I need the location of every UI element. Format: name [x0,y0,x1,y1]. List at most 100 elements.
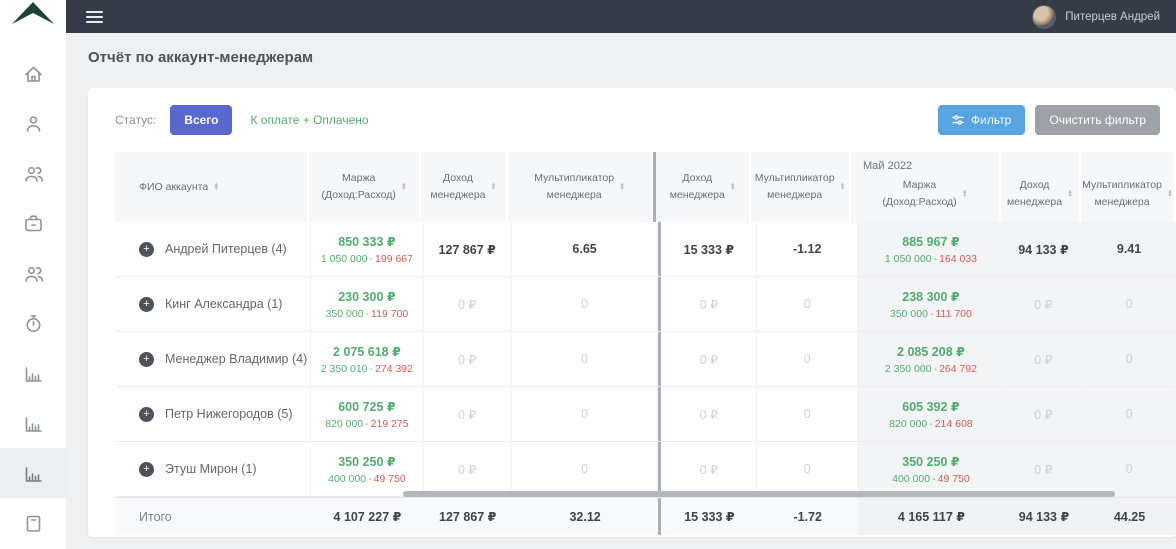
app-logo-icon[interactable] [8,0,58,26]
users-icon [24,266,43,282]
mult-prev-cell: 0 [757,442,859,496]
sort-icon[interactable]: ▲ ▼ [213,182,220,192]
topbar: Питерцев Андрей [66,0,1176,33]
footer-may-mult: 44.25 [1083,498,1176,535]
may-mult-cell: 0 [1083,442,1176,496]
sidebar-item-projects[interactable] [0,198,66,248]
frozen-column-divider [658,498,662,535]
report-icon [26,515,40,532]
stopwatch-icon [26,314,40,332]
sort-icon[interactable]: ▲ ▼ [1067,189,1074,199]
footer-may-margin: 4 165 117 ₽ [858,498,1005,535]
user-menu[interactable]: Питерцев Андрей [1032,4,1160,29]
col-header-may-income[interactable]: Доход менеджера ▲ ▼ [1001,152,1081,222]
expand-row-icon[interactable]: + [139,241,154,257]
income-prev-cell: 0 ₽ [661,332,758,386]
sort-icon[interactable]: ▲ ▼ [839,182,846,192]
sort-icon[interactable]: ▲ ▼ [400,182,407,192]
footer-mult-prev: -1.72 [793,509,822,524]
menu-toggle-icon[interactable] [86,10,103,23]
may-2022-label: Май 2022 [863,160,913,172]
col-header-income[interactable]: Доход менеджера ▲ ▼ [420,152,509,222]
filter-row: Статус: Всего К оплате + Оплачено Фильтр… [88,88,1176,152]
col-header-may-mult[interactable]: Мультипликатор менеджера ▲ ▼ [1081,152,1176,222]
col-header-may-margin[interactable]: Маржа (Доход:Расход) ▲ ▼ [851,152,1001,222]
may-margin-cell: 885 967 ₽ 1 050 000-164 033 [858,222,1005,276]
income-cell: 0 ₽ [424,387,512,441]
may-income-cell: 0 ₽ [1004,277,1084,331]
manager-name: Этуш Мирон (1) [165,462,257,476]
sort-icon[interactable]: ▲ ▼ [1166,189,1173,199]
horizontal-scrollbar[interactable] [403,491,1115,497]
status-all-button[interactable]: Всего [170,105,233,135]
may-margin-cell: 2 085 208 ₽ 2 350 000-264 792 [858,332,1005,386]
bar-chart-icon [25,466,42,482]
manager-name-cell: + Менеджер Владимир (4) [115,332,312,386]
sidebar-item-profile[interactable] [0,98,66,148]
col-header-margin[interactable]: Маржа (Доход:Расход) ▲ ▼ [309,152,421,222]
table-header: ФИО аккаунта ▲ ▼ Маржа (Доход:Расход) ▲ ▼ До… [115,152,1176,222]
may-2022-group: Май 2022 Маржа (Доход:Расход) ▲ ▼ Доход мен… [851,152,1176,222]
sort-icon[interactable]: ▲ ▼ [961,189,968,199]
avatar [1032,4,1057,29]
col-header-mult-prev[interactable]: Мультипликатор менеджера ▲ ▼ [751,152,851,222]
may-income-cell: 0 ₽ [1004,387,1084,441]
mult-cell: 0 [512,387,659,441]
col-header-fio[interactable]: ФИО аккаунта ▲ ▼ [115,152,310,222]
margin-cell: 350 250 ₽ 400 000-49 750 [311,442,424,496]
sidebar-item-report-managers[interactable] [0,448,66,498]
table-row: + Менеджер Владимир (4) 2 075 618 ₽ 2 35… [115,332,1176,387]
sidebar-item-clients[interactable] [0,148,66,198]
home-icon [24,66,42,82]
sidebar-item-report-2[interactable] [0,398,66,448]
footer-margin: 4 107 227 ₽ [333,510,402,524]
frozen-column-divider [658,332,662,386]
topbar-user-name: Питерцев Андрей [1065,10,1160,23]
expand-row-icon[interactable]: + [139,351,154,367]
frozen-column-divider [653,152,657,222]
may-margin-cell: 238 300 ₽ 350 000-111 700 [858,277,1005,331]
status-paid-link[interactable]: К оплате + Оплачено [250,113,369,127]
sidebar-item-managers[interactable] [0,248,66,298]
may-income-cell: 0 ₽ [1004,442,1084,496]
clear-filter-button[interactable]: Очистить фильтр [1035,105,1160,135]
mult-cell: 0 [512,332,659,386]
expand-row-icon[interactable]: + [139,461,154,477]
income-cell: 127 867 ₽ [424,222,512,276]
sort-icon[interactable]: ▲ ▼ [619,182,626,192]
frozen-column-divider [658,222,662,276]
may-mult-cell: 0 [1083,277,1176,331]
sidebar-item-report-1[interactable] [0,348,66,398]
income-prev-cell: 15 333 ₽ [661,222,758,276]
manager-name-cell: + Петр Нижегородов (5) [115,387,312,441]
footer-income: 127 867 ₽ [439,510,497,524]
table-row: + Этуш Мирон (1) 350 250 ₽ 400 000-49 75… [115,442,1176,497]
sliders-icon [952,115,964,125]
margin-cell: 850 333 ₽ 1 050 000-199 667 [311,222,424,276]
mult-prev-cell: -1.12 [757,222,859,276]
page-title: Отчёт по аккаунт-менеджерам [88,49,314,66]
expand-row-icon[interactable]: + [139,296,154,312]
sidebar-item-time[interactable] [0,298,66,348]
margin-cell: 2 075 618 ₽ 2 350 010-274 392 [311,332,424,386]
footer-mult: 32.12 [569,509,601,524]
sort-icon[interactable]: ▲ ▼ [490,182,497,192]
table-row: + Андрей Питерцев (4) 850 333 ₽ 1 050 00… [115,222,1176,277]
managers-table: ФИО аккаунта ▲ ▼ Маржа (Доход:Расход) ▲ ▼ До… [115,152,1176,535]
users-icon [24,166,43,182]
income-prev-cell: 0 ₽ [661,387,758,441]
briefcase-icon [24,214,42,231]
col-header-income-prev[interactable]: Доход менеджера ▲ ▼ [656,152,752,222]
report-card: Статус: Всего К оплате + Оплачено Фильтр… [88,88,1176,537]
filter-button[interactable]: Фильтр [938,105,1026,135]
user-icon [26,115,40,132]
sidebar-item-documents[interactable] [0,498,66,548]
mult-prev-cell: 0 [757,277,859,331]
sidebar-item-home[interactable] [0,48,66,98]
manager-name-cell: + Кинг Александра (1) [115,277,312,331]
income-cell: 0 ₽ [424,442,512,496]
mult-prev-cell: 0 [757,332,859,386]
col-header-mult[interactable]: Мультипликатор менеджера ▲ ▼ [508,152,654,222]
expand-row-icon[interactable]: + [139,406,154,422]
sort-icon[interactable]: ▲ ▼ [729,182,736,192]
